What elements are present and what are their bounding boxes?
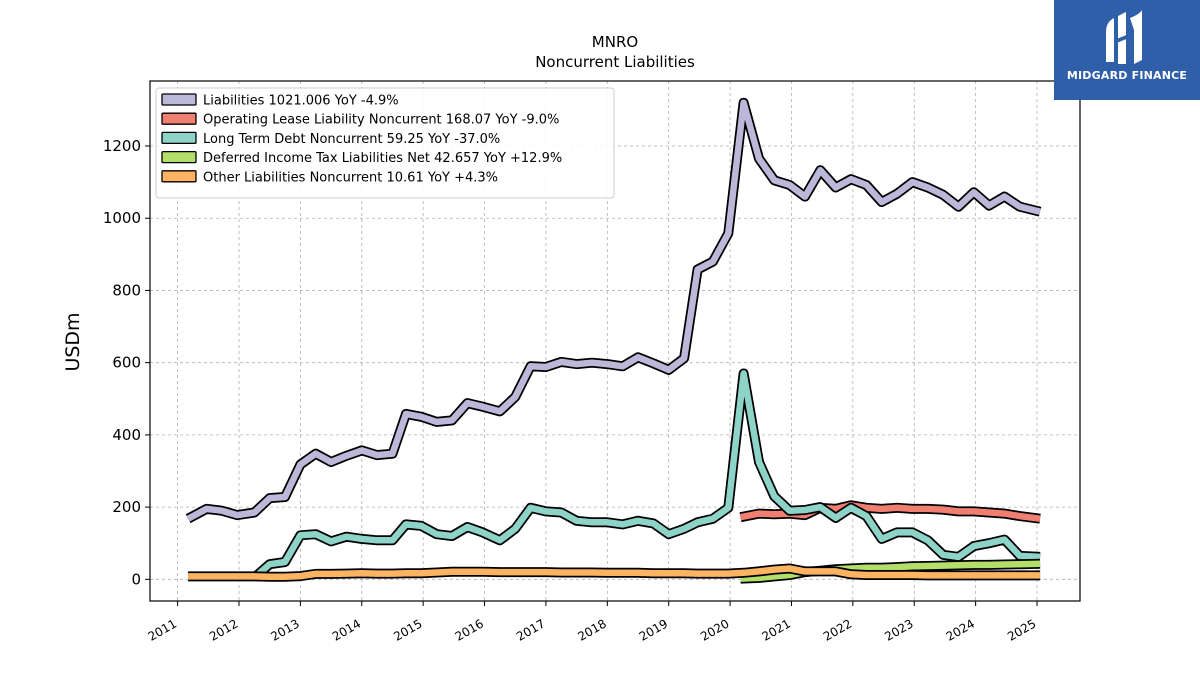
x-tick-label: 2024 [944, 616, 977, 643]
legend-swatch [161, 131, 197, 145]
series-line [252, 370, 1041, 580]
x-tick-label: 2021 [760, 616, 793, 643]
y-axis-ticks: 0 200 400 600 800 1000 1200 [103, 137, 150, 588]
y-axis-label: USDm [62, 312, 84, 371]
series-liabilities [185, 97, 1042, 524]
y-tick-label: 1200 [103, 137, 141, 155]
series-long-term-debt-noncurrent [251, 368, 1041, 582]
x-tick-label: 2015 [391, 616, 424, 643]
x-tick-label: 2017 [514, 616, 547, 643]
series-line [186, 99, 1041, 522]
chart-subtitle: Noncurrent Liabilities [535, 53, 695, 71]
legend-swatch [161, 150, 197, 164]
legend-entry: Other Liabilities Noncurrent 10.61 YoY +… [203, 170, 498, 185]
x-tick-label: 2011 [146, 616, 179, 643]
y-tick-label: 600 [112, 354, 141, 372]
y-tick-label: 200 [112, 498, 141, 516]
x-tick-label: 2025 [1005, 616, 1038, 643]
legend-swatch [161, 93, 197, 106]
y-tick-label: 1000 [103, 209, 141, 227]
x-tick-label: 2020 [698, 616, 731, 643]
legend: Liabilities 1021.006 YoY -4.9% Operating … [155, 87, 615, 199]
brand-emblem-icon [1106, 10, 1142, 64]
series-lines [185, 97, 1042, 584]
legend-swatch [161, 170, 197, 183]
legend-entry: Long Term Debt Noncurrent 59.25 YoY -37.… [203, 132, 500, 147]
x-tick-label: 2019 [637, 616, 670, 643]
x-tick-label: 2014 [330, 616, 363, 643]
x-axis-ticks: 2011 2012 2013 2014 2015 2016 2017 2018 2019 2020… [146, 601, 1039, 644]
x-tick-label: 2023 [882, 616, 915, 643]
series-line [188, 565, 1041, 581]
x-tick-label: 2016 [453, 616, 486, 643]
legend-entry: Deferred Income Tax Liabilities Net 42.6… [203, 151, 562, 166]
x-tick-label: 2018 [575, 616, 608, 643]
x-tick-label: 2012 [207, 616, 240, 643]
series-line [740, 560, 1041, 582]
brand-logo: MIDGARD FINANCE [1054, 0, 1200, 100]
plot-frame [149, 80, 1081, 602]
x-tick-label: 2013 [268, 616, 301, 643]
series-deferred-income-tax-liabilities-net [740, 558, 1041, 584]
legend-entry: Liabilities 1021.006 YoY -4.9% [203, 94, 399, 109]
brand-name: MIDGARD FINANCE [1066, 69, 1188, 82]
x-tick-label: 2022 [821, 616, 854, 643]
legend-entry: Operating Lease Liability Noncurrent 168… [203, 113, 559, 128]
legend-swatch [161, 112, 197, 125]
y-tick-label: 400 [112, 426, 141, 444]
y-tick-label: 0 [131, 570, 141, 588]
chart-title: MNRO [592, 33, 638, 51]
y-tick-label: 800 [112, 281, 141, 299]
legend-box [155, 87, 615, 199]
series-outline [251, 368, 1041, 582]
series-other-liabilities-noncurrent [188, 563, 1041, 582]
